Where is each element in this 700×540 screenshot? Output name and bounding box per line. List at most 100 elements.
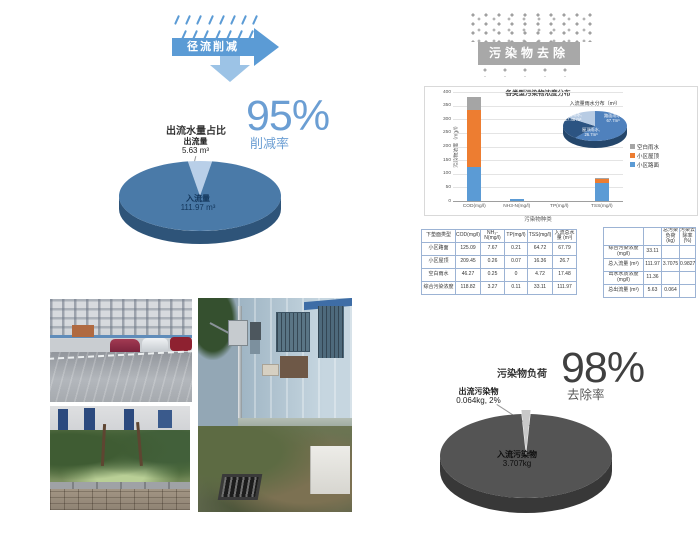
table-cell: 0.26 bbox=[480, 255, 505, 269]
table-cell: 0.11 bbox=[504, 281, 528, 295]
table-cell: 64.72 bbox=[527, 242, 553, 256]
legend-item-空白雨水: 空白雨水 bbox=[630, 142, 659, 151]
table-cell: 209.45 bbox=[455, 255, 481, 269]
reduction-caption: 削减率 bbox=[250, 136, 290, 151]
x-tick: TSS(mg/l) bbox=[590, 204, 613, 209]
storefront bbox=[72, 325, 94, 337]
blue-door bbox=[58, 409, 68, 433]
pie-slice-入流量 bbox=[118, 161, 281, 232]
table-cell: 46.27 bbox=[455, 268, 481, 282]
gridline bbox=[453, 92, 623, 93]
table-row: 总入流量 (m³) 111.97 3.7075 0.9827 bbox=[603, 257, 696, 272]
removal-percent: 98% bbox=[561, 344, 645, 392]
load-outflow-label: 出流污染物 bbox=[458, 387, 499, 396]
gridline bbox=[453, 146, 623, 148]
table-cell: 3.27 bbox=[480, 281, 505, 295]
bar-segment-空白雨水 bbox=[594, 177, 609, 179]
arrow-down-icon bbox=[210, 65, 250, 82]
photo-street bbox=[50, 299, 192, 402]
y-tick: 400 bbox=[442, 89, 451, 95]
x-axis-label: 污染物种类 bbox=[524, 217, 552, 223]
x-tick: COD(mg/l) bbox=[462, 204, 486, 209]
white-car bbox=[142, 338, 168, 353]
table-cell: 5.63 bbox=[643, 283, 662, 298]
pie-rim bbox=[563, 126, 627, 148]
y-axis-label: 污染物浓度（mg/l） bbox=[453, 123, 460, 168]
y-tick: 150 bbox=[442, 157, 451, 163]
y-tick: 100 bbox=[442, 171, 451, 177]
gridline bbox=[453, 160, 623, 162]
gridline bbox=[453, 105, 623, 107]
outflow-label: 出流量 bbox=[183, 137, 208, 146]
table-header-cell: 入流总水量 (m³) bbox=[552, 229, 577, 243]
y-tick: 50 bbox=[445, 184, 451, 190]
table-row: 空白雨水 46.27 0.25 0 4.72 17.48 bbox=[421, 268, 577, 282]
monitoring-pole bbox=[238, 306, 242, 432]
pie-slice-出流量 bbox=[187, 161, 213, 196]
arrow-down-stem bbox=[220, 56, 240, 65]
bar-segment-小区路面 bbox=[509, 198, 524, 201]
table-header-cell: TSS(mg/l) bbox=[527, 229, 553, 243]
legend-label: 空白雨水 bbox=[637, 144, 660, 151]
rain-slash-icon bbox=[252, 14, 259, 26]
table-cell: 小区路面 bbox=[421, 242, 456, 256]
window bbox=[158, 410, 172, 428]
rain-pie-title: 入流量雨水分布（m³） bbox=[569, 101, 621, 107]
table-cell: 26.7 bbox=[552, 255, 577, 269]
table-cell: 0.21 bbox=[504, 242, 528, 256]
gridline bbox=[453, 132, 623, 134]
table-cell: 111.97 bbox=[552, 281, 577, 295]
table-header-cell bbox=[603, 227, 644, 246]
table-cell: 4.72 bbox=[527, 268, 553, 282]
rain-pie-blank-label: 空白雨水, bbox=[564, 113, 582, 118]
shrubs bbox=[50, 430, 190, 486]
table-cell bbox=[679, 283, 696, 298]
particles-pattern bbox=[470, 12, 592, 42]
outflow-value: 5.63 m³ bbox=[181, 146, 210, 155]
gridline bbox=[453, 201, 623, 202]
reduction-percent: 95% bbox=[246, 92, 330, 140]
rain-slash-icon bbox=[196, 14, 203, 26]
photo-garden bbox=[50, 406, 190, 510]
concentration-chart-panel: 各类型污染物浓度分布 污染物浓度（mg/l） 污染物种类 0 50 100 150 20… bbox=[424, 86, 698, 223]
pie-slice-入流污染物 bbox=[440, 414, 612, 499]
load-outflow-value: 0.064kg, 2% bbox=[456, 396, 501, 405]
table-row: 综合污染浓度 (mg/l) 33.11 bbox=[603, 244, 696, 259]
stone-curb bbox=[50, 482, 190, 489]
table-cell: 33.11 bbox=[643, 244, 662, 259]
bar-segment-小区路面 bbox=[467, 166, 482, 201]
rain-slash-icon bbox=[241, 14, 248, 26]
table-cell: 总入流量 (m³) bbox=[603, 257, 644, 272]
wet-road bbox=[50, 352, 192, 402]
table-cell: 17.48 bbox=[552, 268, 577, 282]
water-pie bbox=[118, 161, 281, 244]
x-tick: NH3-N(mg/l) bbox=[503, 204, 531, 209]
bar-legend: 空白雨水 小区屋顶 小区路面 bbox=[630, 142, 659, 169]
table-cell: 3.7075 bbox=[661, 257, 680, 272]
table-cell: 7.67 bbox=[480, 242, 505, 256]
bar-segment-小区屋顶 bbox=[467, 109, 482, 167]
rain-pie-roof-value: 26.7m³ bbox=[584, 132, 598, 138]
red-car bbox=[110, 339, 140, 354]
gridline bbox=[453, 173, 623, 175]
equipment-box-dark bbox=[250, 322, 261, 340]
legend-swatch bbox=[630, 162, 635, 167]
bar-segment-小区屋顶 bbox=[594, 178, 609, 184]
table-cell: 0.064 bbox=[661, 283, 680, 298]
wall-panel bbox=[250, 338, 260, 354]
y-tick: 250 bbox=[442, 130, 451, 136]
blue-awning bbox=[50, 335, 192, 338]
table-header-cell: 总污染负荷 (kg) bbox=[661, 227, 680, 246]
y-tick: 0 bbox=[448, 198, 451, 204]
pie-slice-出流污染物 bbox=[521, 410, 531, 452]
load-pie-title: 污染物负荷 bbox=[497, 369, 547, 380]
rain-slash-icon bbox=[185, 14, 192, 26]
load-inflow-label: 入流污染物 bbox=[497, 450, 537, 459]
y-tick: 200 bbox=[442, 144, 451, 149]
table-cell: 0.07 bbox=[504, 255, 528, 269]
legend-swatch bbox=[630, 144, 635, 149]
removal-caption: 去除率 bbox=[567, 388, 605, 402]
blue-door bbox=[84, 408, 95, 433]
rain-slash-icon bbox=[207, 14, 214, 26]
